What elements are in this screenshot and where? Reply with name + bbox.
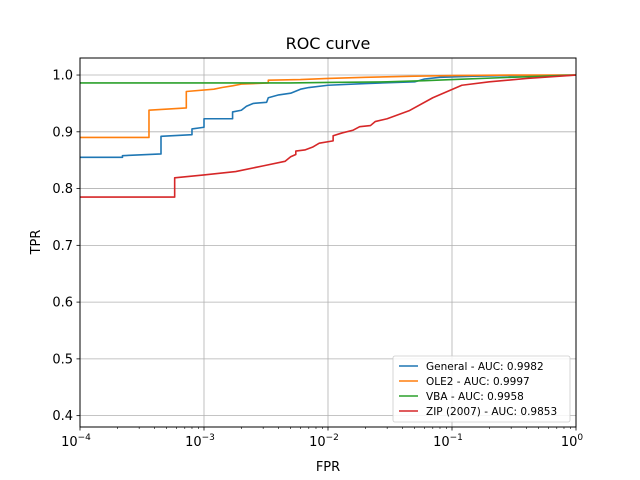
x-tick-label-exponent: −3	[202, 433, 215, 443]
x-tick-label-base: 10	[185, 435, 202, 450]
x-tick-label: 10−2	[309, 433, 339, 450]
x-tick-label-base: 10	[309, 435, 326, 450]
x-axis-label: FPR	[316, 460, 340, 475]
y-tick-label: 0.5	[52, 352, 73, 367]
y-axis-label: TPR	[29, 230, 44, 256]
y-tick-label: 0.7	[52, 239, 73, 254]
y-tick-label: 0.6	[52, 296, 73, 311]
y-tick-label: 0.9	[52, 125, 73, 140]
x-tick-label: 10−4	[61, 433, 91, 450]
x-tick-label-base: 10	[61, 435, 78, 450]
x-tick-label-base: 10	[561, 435, 578, 450]
series-layer	[80, 74, 577, 198]
x-tick-label: 10−1	[433, 433, 463, 450]
x-tick-label-exponent: 0	[577, 433, 583, 443]
y-tick-label: 1.0	[52, 69, 73, 84]
x-tick-label-exponent: −4	[78, 433, 92, 443]
x-tick-label-base: 10	[433, 435, 450, 450]
series-line-3	[80, 74, 577, 84]
y-tick-label: 0.8	[52, 182, 73, 197]
legend-entry-label: ZIP (2007) - AUC: 0.9853	[426, 406, 557, 418]
grid-layer	[79, 58, 577, 427]
chart-title: ROC curve	[286, 34, 371, 53]
series-line-4	[80, 74, 577, 198]
legend: General - AUC: 0.9982 OLE2 - AUC: 0.9997 V…	[392, 355, 571, 423]
x-tick-label: 10−3	[185, 433, 215, 450]
legend-entry-label: General - AUC: 0.9982	[426, 361, 544, 373]
legend-box	[392, 355, 571, 423]
legend-entry-label: OLE2 - AUC: 0.9997	[426, 376, 530, 388]
x-tick-label-exponent: −1	[450, 433, 463, 443]
legend-entry-label: VBA - AUC: 0.9958	[426, 391, 524, 403]
y-tick-label: 0.4	[52, 409, 73, 424]
x-tick-label-exponent: −2	[326, 433, 339, 443]
x-tick-label: 100	[561, 433, 584, 450]
